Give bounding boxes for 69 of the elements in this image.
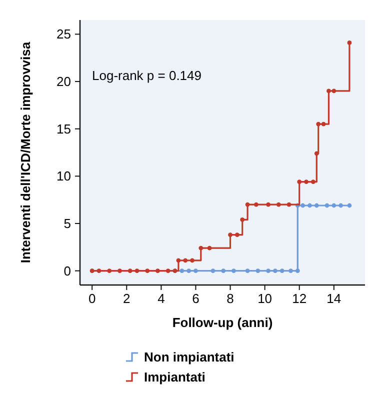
point xyxy=(198,246,204,250)
point xyxy=(96,268,102,274)
point xyxy=(266,268,270,274)
point xyxy=(266,202,270,207)
point xyxy=(332,203,336,208)
x-axis-title: Follow-up (anni) xyxy=(172,315,273,330)
point xyxy=(326,88,331,94)
point xyxy=(316,122,321,126)
point xyxy=(256,268,260,274)
point xyxy=(272,268,278,274)
point xyxy=(207,246,212,250)
point xyxy=(232,268,236,274)
x-tick-label: 4 xyxy=(158,291,165,306)
point xyxy=(190,258,194,263)
y-tick-label: 20 xyxy=(56,74,71,90)
x-tick-label: 10 xyxy=(258,291,272,306)
point xyxy=(107,268,112,274)
point xyxy=(314,203,319,208)
x-tick-label: 6 xyxy=(192,291,200,306)
point xyxy=(254,202,258,207)
point xyxy=(166,268,170,274)
annotation: Log-rank p = 0.149 xyxy=(92,68,202,83)
point xyxy=(304,180,308,184)
point xyxy=(295,268,300,274)
point xyxy=(234,232,240,238)
point xyxy=(288,268,293,274)
point xyxy=(310,180,316,184)
y-tick-label: 25 xyxy=(56,26,71,42)
point xyxy=(228,232,232,238)
point xyxy=(210,268,216,274)
point xyxy=(314,151,319,156)
y-tick-label: 0 xyxy=(64,263,71,278)
point xyxy=(324,203,330,208)
x-tick-label: 2 xyxy=(123,291,130,306)
point xyxy=(183,258,188,263)
point xyxy=(300,203,306,208)
legend-label: Impiantati xyxy=(144,370,206,384)
point xyxy=(276,202,281,207)
y-tick-label: 10 xyxy=(56,168,71,184)
point xyxy=(145,268,150,274)
point xyxy=(297,180,302,184)
x-tick-label: 14 xyxy=(326,291,342,306)
point xyxy=(286,202,292,207)
point xyxy=(347,40,352,45)
point xyxy=(134,268,140,274)
point xyxy=(156,268,160,274)
point xyxy=(180,268,184,274)
point xyxy=(245,268,250,274)
point xyxy=(338,203,344,208)
point xyxy=(221,268,226,274)
point xyxy=(194,268,198,274)
y-axis-title: Interventi dell'ICD/Morte improvvisa xyxy=(18,41,33,264)
point xyxy=(332,88,336,94)
point xyxy=(240,217,245,222)
point xyxy=(347,203,352,208)
point xyxy=(176,258,181,263)
x-tick-label: 8 xyxy=(226,291,234,306)
point xyxy=(118,268,122,274)
y-tick-label: 15 xyxy=(56,121,71,136)
point xyxy=(128,268,132,274)
point xyxy=(245,202,250,207)
x-tick-label: 12 xyxy=(292,291,307,306)
x-tick-label: 0 xyxy=(88,291,96,306)
legend-label: Non impiantati xyxy=(144,350,234,364)
point xyxy=(186,268,192,274)
point xyxy=(321,122,326,126)
point xyxy=(280,268,284,274)
point xyxy=(308,203,312,208)
y-tick-label: 5 xyxy=(64,216,71,231)
